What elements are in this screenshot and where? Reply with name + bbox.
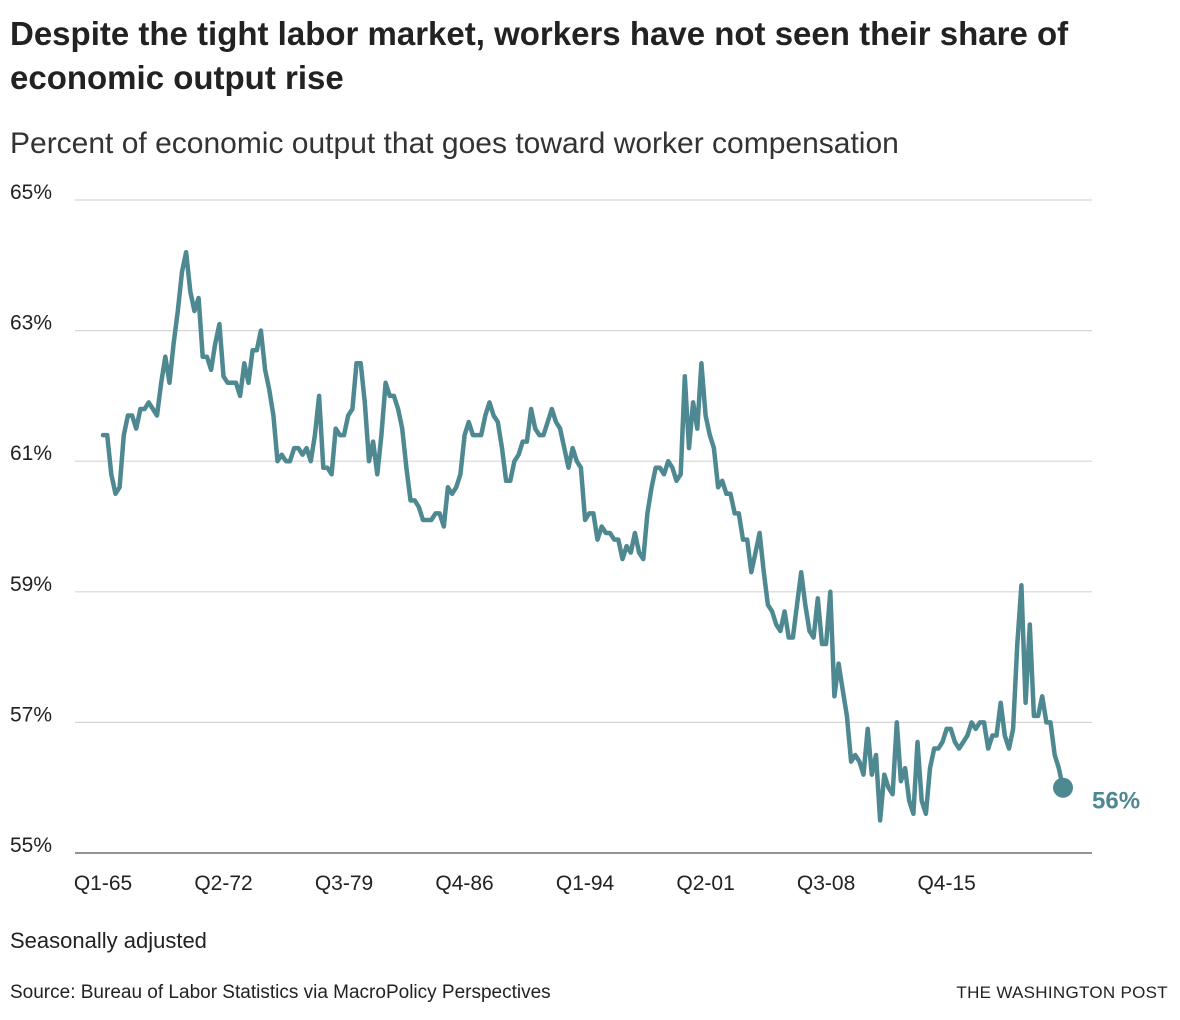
- chart-subtitle: Percent of economic output that goes tow…: [10, 127, 899, 160]
- x-tick-label: Q4-86: [435, 872, 493, 895]
- x-axis-labels: Q1-65 Q2-72 Q3-79 Q4-86 Q1-94 Q2-01 Q3-08 Q4-15: [74, 872, 976, 895]
- y-tick-label: 65%: [10, 181, 52, 204]
- x-tick-label: Q3-08: [797, 872, 855, 895]
- x-tick-label: Q3-79: [315, 872, 373, 895]
- x-tick-label: Q2-72: [194, 872, 252, 895]
- series-layer: 56%: [100, 249, 1140, 823]
- y-tick-label: 63%: [10, 312, 52, 335]
- x-tick-label: Q4-15: [917, 872, 975, 895]
- x-tick-label: Q1-94: [556, 872, 615, 895]
- x-tick-label: Q2-01: [676, 872, 734, 895]
- y-tick-label: 59%: [10, 573, 52, 596]
- brand-logo: THE WASHINGTON POST: [956, 983, 1168, 1002]
- y-tick-label: 55%: [10, 834, 52, 857]
- line-chart: 55%57%59%61%63%65% Q1-65 Q2-72 Q3-79 Q4-86 Q…: [10, 181, 1140, 895]
- labor-share-line: [100, 249, 1066, 823]
- seasonal-note: Seasonally adjusted: [10, 928, 207, 953]
- x-tick-label: Q1-65: [74, 872, 132, 895]
- y-tick-label: 61%: [10, 442, 52, 465]
- y-axis-labels: 55% 57% 59% 61% 63% 65%: [10, 181, 52, 857]
- grid-lines: [75, 199, 1092, 854]
- end-value-label: 56%: [1092, 788, 1140, 815]
- chart-title: Despite the tight labor market, workers …: [10, 15, 1069, 96]
- end-point-marker: [1053, 777, 1073, 798]
- y-tick-label: 57%: [10, 703, 52, 726]
- source-note: Source: Bureau of Labor Statistics via M…: [10, 982, 551, 1003]
